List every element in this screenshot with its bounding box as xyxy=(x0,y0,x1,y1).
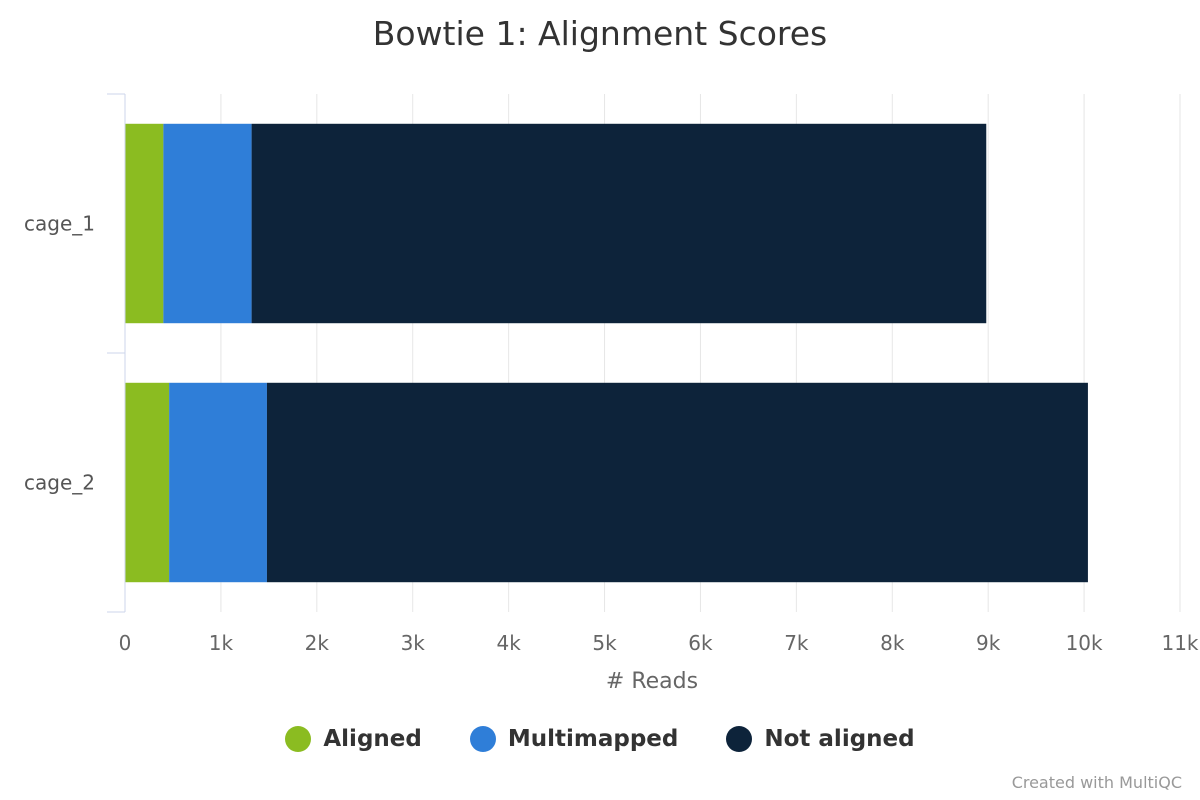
bar-cage_2-multimapped xyxy=(169,382,267,583)
x-tick-label-0: 0 xyxy=(119,631,132,655)
x-tick-label-2: 2k xyxy=(305,631,330,655)
x-tick-label-7: 7k xyxy=(784,631,809,655)
credits-link[interactable]: Created with MultiQC xyxy=(1011,773,1182,792)
x-tick-label-10: 10k xyxy=(1066,631,1103,655)
legend-item-aligned[interactable]: Aligned xyxy=(285,726,422,752)
category-label-cage_2: cage_2 xyxy=(24,471,95,495)
x-tick-label-3: 3k xyxy=(401,631,426,655)
legend-item-not-aligned[interactable]: Not aligned xyxy=(726,726,915,752)
bars xyxy=(125,123,1088,583)
legend-label-not-aligned: Not aligned xyxy=(764,726,915,752)
x-tick-label-4: 4k xyxy=(496,631,521,655)
legend-marker-not-aligned xyxy=(726,726,753,752)
x-tick-label-9: 9k xyxy=(976,631,1001,655)
chart-title: Bowtie 1: Alignment Scores xyxy=(372,14,828,53)
x-tick-label-1: 1k xyxy=(209,631,234,655)
x-tick-label-11: 11k xyxy=(1161,631,1198,655)
bar-cage_1-aligned xyxy=(125,123,164,324)
x-tick-label-5: 5k xyxy=(592,631,617,655)
category-label-cage_1: cage_1 xyxy=(24,212,95,236)
legend-label-multimapped: Multimapped xyxy=(507,726,679,752)
axes: 0 1k 2k 3k 4k 5k 6k 7k 8k 9k 10k 11k cage_1 cage_2 xyxy=(24,93,1199,655)
legend-item-multimapped[interactable]: Multimapped xyxy=(469,726,679,752)
bar-cage_1-not-aligned xyxy=(251,123,987,324)
legend-marker-aligned xyxy=(285,726,312,752)
x-tick-label-6: 6k xyxy=(688,631,713,655)
x-axis-title: # Reads xyxy=(606,669,698,694)
legend-label-aligned: Aligned xyxy=(323,726,422,752)
legend-marker-multimapped xyxy=(469,726,496,752)
bar-cage_2-not-aligned xyxy=(266,382,1088,583)
bar-cage_1-multimapped xyxy=(163,123,252,324)
bar-cage_2-aligned xyxy=(125,382,170,583)
x-tick-label-8: 8k xyxy=(880,631,905,655)
legend: Aligned Multimapped Not aligned xyxy=(0,726,1200,752)
